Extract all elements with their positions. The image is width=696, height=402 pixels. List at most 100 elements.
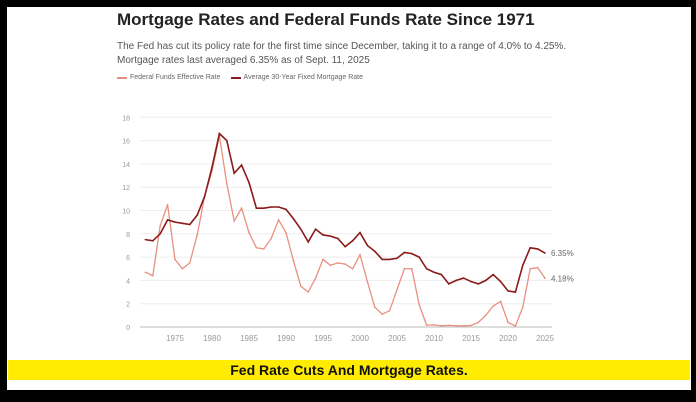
data-point [425,267,428,270]
data-point [544,252,546,254]
data-point [166,203,169,206]
legend-item-mortgage: Average 30-Year Fixed Mortgage Rate [230,74,363,81]
legend: Federal Funds Effective Rate Average 30-… [117,74,363,81]
data-point [396,257,398,260]
data-point [329,264,332,267]
series-line-fed-funds [145,135,546,327]
legend-swatch [117,76,127,79]
data-point [181,267,184,270]
data-point [307,291,310,293]
data-point [522,306,524,308]
data-point [388,258,391,261]
data-point [166,219,169,221]
x-tick-label: 1980 [203,334,221,343]
legend-item-fed-funds: Federal Funds Effective Rate [117,74,221,81]
data-point [433,324,435,326]
data-point [536,266,539,269]
data-point [499,280,502,283]
data-point [403,251,406,254]
data-point [359,231,361,234]
data-point [292,217,295,220]
data-point [240,207,243,209]
data-point [270,237,273,240]
data-point [344,245,347,248]
data-point [277,219,280,221]
data-point [248,231,250,234]
data-point [499,300,502,303]
data-point [285,208,287,211]
x-tick-label: 2010 [425,334,443,343]
data-point [492,305,495,307]
data-point [485,279,487,282]
data-point [203,195,206,198]
x-tick-label: 2015 [462,334,480,343]
data-point [418,256,421,258]
data-point [507,290,509,292]
y-tick-label: 16 [122,139,130,146]
data-point [351,267,354,270]
data-point [263,207,265,209]
x-tick-label: 1975 [166,334,184,343]
y-tick-label: 4 [126,278,130,285]
x-tick-label: 2020 [499,334,517,343]
chart-title: Mortgage Rates and Federal Funds Rate Si… [117,10,535,29]
x-tick-label: 1985 [240,334,258,343]
data-point [314,228,317,230]
data-point [544,277,546,280]
data-point [292,259,295,262]
end-label: 4.18% [551,274,574,283]
data-point [181,222,184,225]
caption-banner: Fed Rate Cuts And Mortgage Rates. [8,360,690,380]
image-frame [7,7,691,390]
data-point [307,241,310,243]
data-point [536,248,539,250]
data-point [448,283,450,285]
data-point [277,206,280,208]
data-point [255,207,258,209]
data-point [440,273,443,276]
data-point [159,224,161,227]
x-tick-label: 2005 [388,334,406,343]
data-point [433,271,435,274]
data-point [337,237,339,240]
y-tick-label: 18 [122,115,130,122]
x-tick-label: 2000 [351,334,369,343]
y-tick-label: 2 [126,302,130,309]
data-point [218,132,221,135]
data-point [381,313,384,315]
data-point [455,324,458,327]
data-point [492,273,495,276]
data-point [522,264,524,267]
series-line-mortgage [145,132,546,293]
data-point [411,252,413,255]
y-tick-label: 14 [122,162,130,169]
data-point [462,325,465,327]
data-point [263,248,265,250]
data-point [440,325,443,327]
data-point [462,277,465,279]
data-point [226,139,228,142]
data-point [322,234,324,236]
chart-subtitle: The Fed has cut its policy rate for the … [117,41,567,66]
data-point [189,223,191,226]
y-tick-label: 10 [122,209,130,216]
data-point [337,262,339,264]
data-point [418,304,421,306]
data-point [396,288,398,291]
data-point [300,228,302,230]
data-point [196,234,198,236]
data-point [144,238,147,241]
data-point [314,277,317,279]
data-point [529,246,531,249]
data-point [226,182,228,185]
data-point [233,220,235,222]
data-point [174,221,176,223]
data-point [322,258,324,261]
data-point [529,267,531,270]
x-tick-label: 1995 [314,334,332,343]
legend-label: Average 30-Year Fixed Mortgage Rate [243,74,363,81]
data-point [300,285,302,288]
x-tick-label: 1990 [277,334,295,343]
data-point [425,324,428,326]
data-point [366,244,369,247]
